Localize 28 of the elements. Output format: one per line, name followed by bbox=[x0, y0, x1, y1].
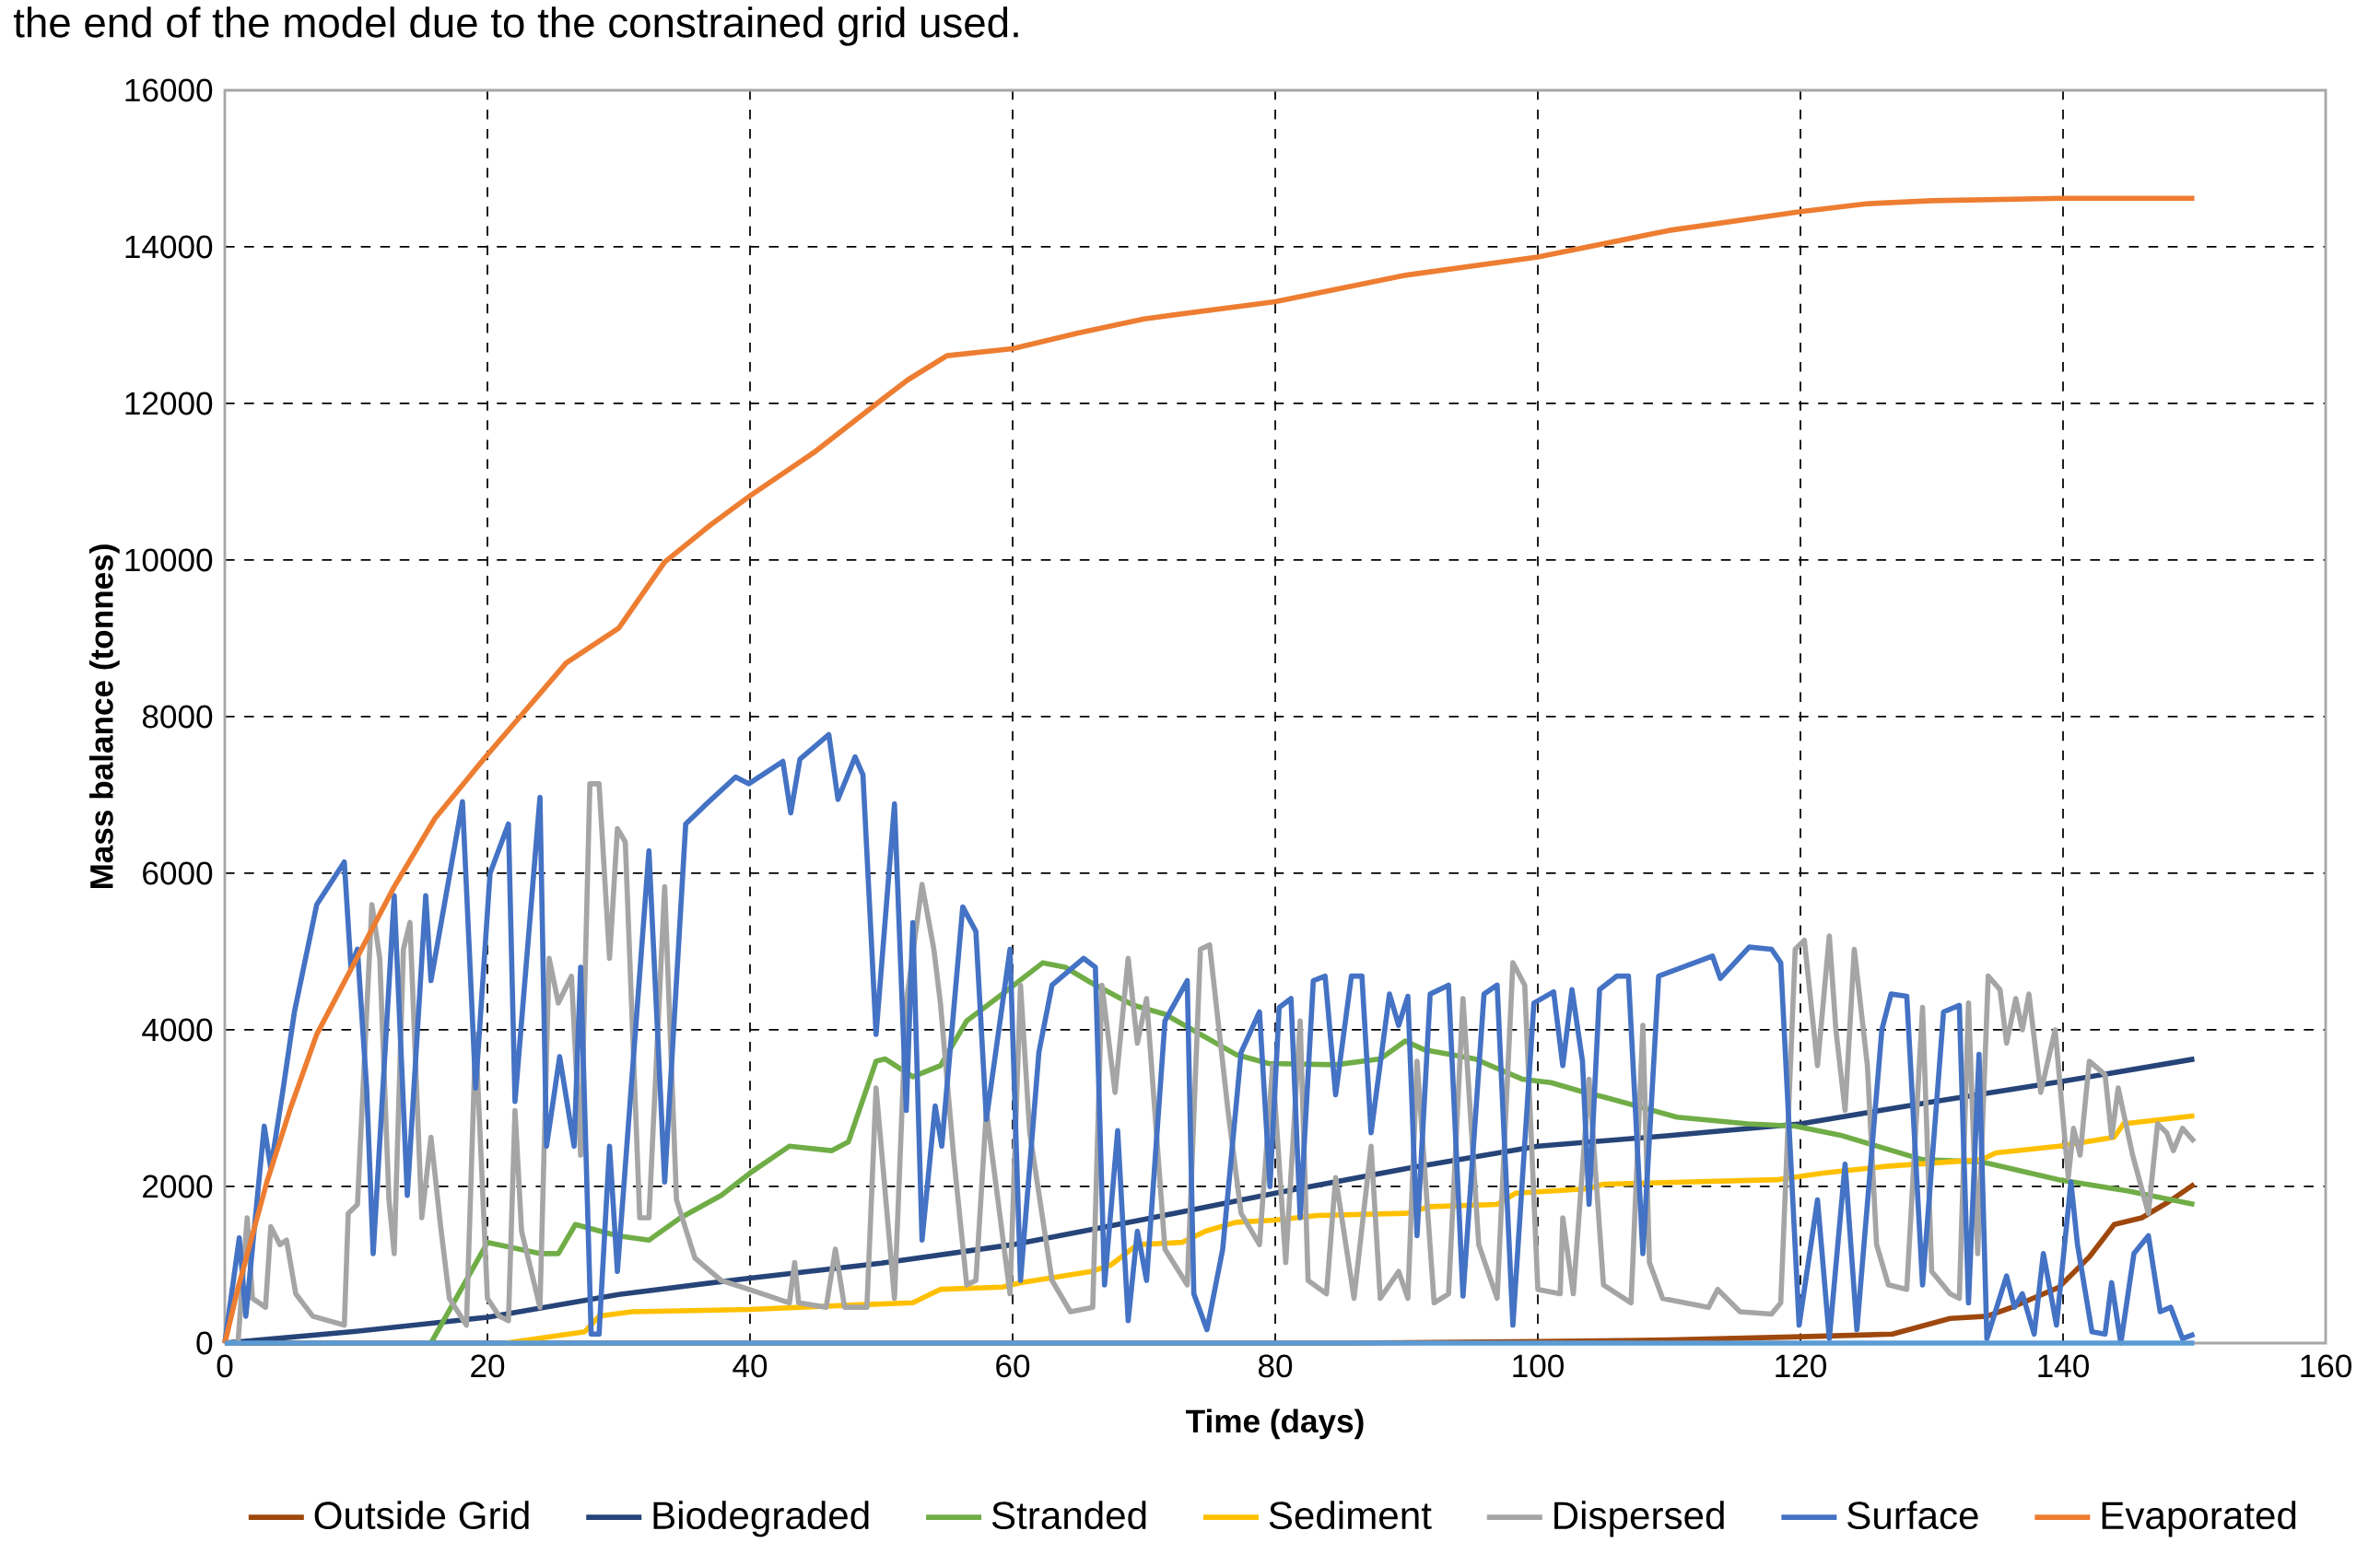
x-tick-label: 120 bbox=[1776, 1354, 1826, 1378]
x-tick-label: 40 bbox=[733, 1354, 768, 1378]
x-tick-label: 60 bbox=[996, 1354, 1030, 1378]
legend-label: Dispersed bbox=[1554, 1501, 1724, 1537]
legend-label: Surface bbox=[1847, 1501, 1978, 1530]
y-tick-label: 8000 bbox=[142, 705, 213, 729]
y-tick-label: 2000 bbox=[143, 1174, 213, 1198]
x-tick-label: 100 bbox=[1513, 1354, 1564, 1378]
y-axis-title: Mass balance (tonnes) bbox=[88, 544, 120, 889]
x-tick-label: 160 bbox=[2301, 1354, 2351, 1378]
y-tick-label: 6000 bbox=[143, 861, 213, 885]
x-tick-label: 20 bbox=[471, 1354, 505, 1378]
x-tick-label: 0 bbox=[217, 1354, 233, 1378]
y-tick-label: 4000 bbox=[142, 1018, 213, 1042]
legend-label: Biodegraded bbox=[653, 1501, 869, 1537]
y-tick-label: 14000 bbox=[125, 235, 213, 259]
legend-label: Evaporated bbox=[2102, 1501, 2296, 1537]
y-tick-label: 16000 bbox=[125, 78, 213, 102]
y-tick-label: 12000 bbox=[125, 392, 213, 415]
text: the end of the model due to the constrained grid used. bbox=[13, 6, 1018, 46]
legend-label: Sediment bbox=[1269, 1501, 1432, 1530]
y-tick-label: 10000 bbox=[125, 548, 213, 572]
x-tick-label: 140 bbox=[2038, 1354, 2089, 1378]
x-axis-title: Time (days) bbox=[1186, 1408, 1364, 1440]
x-tick-label: 80 bbox=[1259, 1354, 1293, 1378]
legend-label: Stranded bbox=[991, 1501, 1146, 1530]
legend-label: Outside Grid bbox=[314, 1501, 529, 1530]
y-tick-label: 0 bbox=[196, 1331, 213, 1355]
